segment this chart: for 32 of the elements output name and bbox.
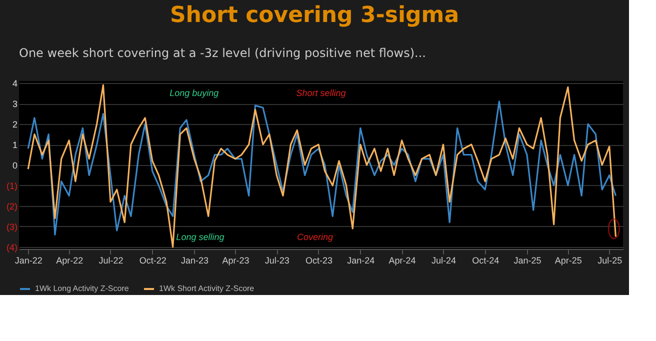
legend-label: 1Wk Long Activity Z-Score [35,284,130,293]
y-tick-label: 0 [12,160,18,170]
y-tick-label: 3 [12,99,18,110]
annotation: Covering [296,232,333,242]
x-tick-label: Jan-24 [347,256,375,266]
chart-title: Short covering 3-sigma [170,3,460,28]
x-tick-label: Jul-22 [98,256,124,266]
y-tick-label: (3) [6,222,18,232]
x-tick-label: Oct-23 [305,256,333,266]
y-tick-label: (1) [6,180,18,191]
chart-subtitle: One week short covering at a -3z level (driving positive net flows)... [19,46,426,60]
x-tick-label: Apr-23 [222,256,250,266]
x-tick-label: Oct-22 [139,256,166,266]
annotation: Long buying [170,88,219,98]
x-tick-label: Jan-25 [514,256,542,266]
x-tick-label: Apr-25 [554,256,582,266]
y-tick-label: (4) [6,242,18,252]
y-tick-label: 4 [12,78,18,89]
legend-label: 1Wk Short Activity Z-Score [159,284,255,293]
x-tick-label: Jul-24 [431,256,456,266]
x-tick-label: Apr-24 [388,256,416,266]
annotation: Long selling [176,232,224,242]
y-tick-label: 1 [12,140,18,150]
x-tick-label: Oct-24 [472,256,500,266]
y-tick-label: 2 [12,120,18,130]
x-tick-label: Jul-23 [264,256,290,266]
y-tick-label: (2) [6,201,18,212]
annotation: Short selling [296,88,346,98]
x-tick-label: Jan-23 [180,256,209,266]
x-tick-label: Jan-22 [14,256,42,266]
x-tick-label: Apr-22 [56,256,84,266]
x-tick-label: Jul-25 [598,256,622,266]
